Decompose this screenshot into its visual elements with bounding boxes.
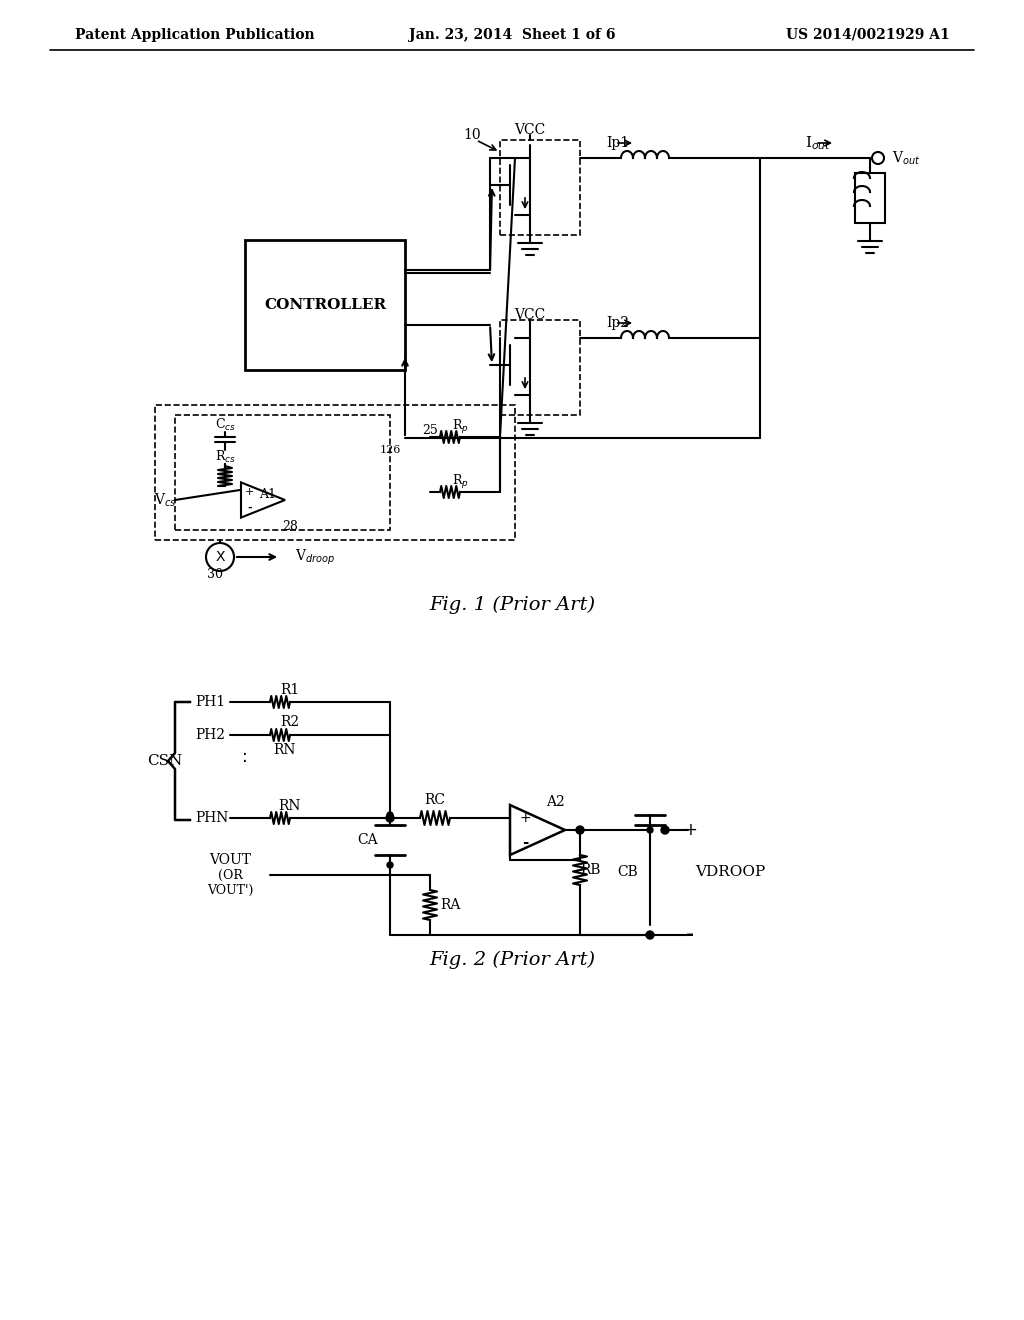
Circle shape [575, 826, 584, 834]
Circle shape [387, 862, 393, 869]
Text: +: + [683, 821, 697, 840]
Text: VCC: VCC [514, 308, 546, 322]
Text: -: - [686, 925, 694, 945]
Text: CSN: CSN [147, 754, 182, 768]
Bar [175, 414, 390, 531]
Circle shape [662, 826, 669, 834]
Text: R$_p$: R$_p$ [452, 418, 468, 436]
Text: RB: RB [580, 863, 600, 876]
Text: -: - [248, 503, 252, 512]
Bar [855, 173, 885, 223]
Text: VOUT: VOUT [209, 853, 251, 867]
Text: US 2014/0021929 A1: US 2014/0021929 A1 [786, 28, 950, 42]
Text: (OR: (OR [217, 869, 243, 882]
Text: Fig. 1 (Prior Art): Fig. 1 (Prior Art) [429, 595, 595, 614]
Text: A2: A2 [546, 795, 564, 809]
Text: 30: 30 [207, 569, 223, 582]
Circle shape [646, 931, 654, 939]
Text: Fig. 2 (Prior Art): Fig. 2 (Prior Art) [429, 950, 595, 969]
Text: 10: 10 [463, 128, 481, 143]
Text: +: + [519, 810, 530, 825]
Text: VCC: VCC [514, 123, 546, 137]
Text: Patent Application Publication: Patent Application Publication [75, 28, 314, 42]
Text: +: + [245, 487, 255, 498]
Text: Ip2: Ip2 [606, 315, 630, 330]
Text: :: : [242, 748, 248, 766]
Text: I$_{out}$: I$_{out}$ [805, 135, 831, 152]
Text: R2: R2 [281, 715, 300, 729]
Text: RN: RN [279, 799, 301, 813]
Bar [500, 140, 580, 235]
Text: RC: RC [425, 793, 445, 807]
Text: R$_p$: R$_p$ [452, 473, 468, 491]
Text: 126: 126 [379, 445, 400, 455]
Text: V$_{cs}$: V$_{cs}$ [154, 491, 176, 508]
Text: PHN: PHN [195, 810, 228, 825]
Text: R$_{cs}$: R$_{cs}$ [215, 449, 236, 465]
Text: PH2: PH2 [195, 729, 225, 742]
Circle shape [647, 828, 653, 833]
Circle shape [386, 814, 394, 822]
Text: VOUT'): VOUT') [207, 883, 253, 896]
Circle shape [387, 812, 393, 818]
Text: RN: RN [273, 743, 296, 756]
Text: V$_{out}$: V$_{out}$ [892, 149, 921, 166]
Text: 25: 25 [422, 424, 438, 437]
Text: A1: A1 [259, 488, 276, 502]
Text: X: X [215, 550, 224, 564]
Text: PH1: PH1 [195, 696, 225, 709]
Text: RA: RA [440, 898, 460, 912]
Text: Jan. 23, 2014  Sheet 1 of 6: Jan. 23, 2014 Sheet 1 of 6 [409, 28, 615, 42]
Text: CA: CA [357, 833, 378, 847]
Text: C$_{cs}$: C$_{cs}$ [215, 417, 236, 433]
Text: Ip1: Ip1 [606, 136, 630, 150]
Bar [500, 319, 580, 414]
Bar [245, 240, 406, 370]
Text: V$_{droop}$: V$_{droop}$ [295, 548, 335, 566]
Text: CONTROLLER: CONTROLLER [264, 298, 386, 312]
Text: R1: R1 [281, 682, 300, 697]
Text: VDROOP: VDROOP [695, 866, 765, 879]
Text: CB: CB [617, 866, 638, 879]
Text: -: - [522, 834, 528, 850]
Text: 28: 28 [282, 520, 298, 533]
Bar [155, 405, 515, 540]
